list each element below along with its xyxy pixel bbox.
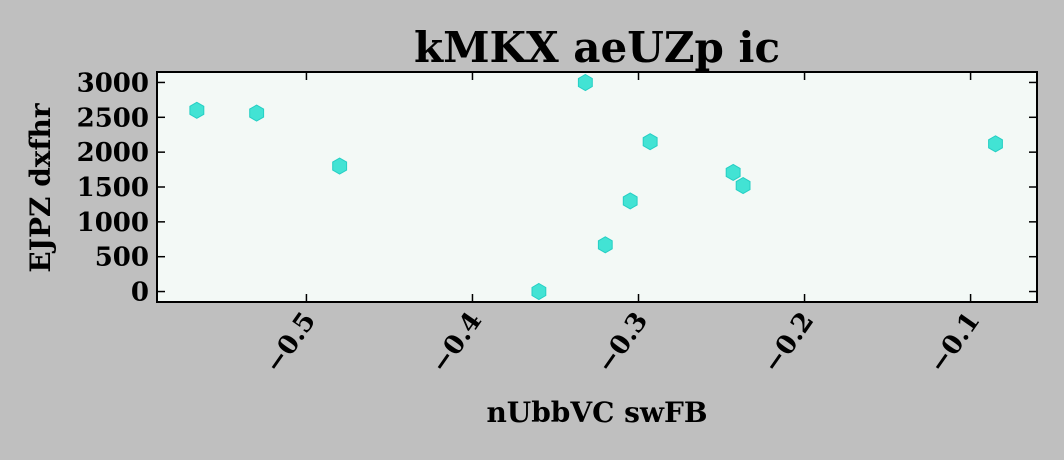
- data-point: [642, 133, 658, 151]
- data-point: [622, 192, 638, 210]
- x-tick-label: −0.4: [425, 307, 488, 379]
- data-points: [189, 73, 1003, 301]
- plot-area: [156, 71, 1038, 303]
- y-tick-label: 500: [95, 243, 149, 273]
- y-tick-label: 1000: [77, 208, 149, 238]
- y-tick-label: 2500: [77, 103, 149, 133]
- data-point: [332, 157, 348, 175]
- y-tick-label: 3000: [77, 68, 149, 98]
- data-point: [577, 73, 593, 92]
- data-point: [189, 101, 205, 119]
- y-tick-label: 2000: [77, 138, 149, 168]
- data-point: [988, 135, 1003, 153]
- x-tick-label: −0.1: [923, 307, 986, 379]
- data-point: [249, 104, 265, 122]
- chart-title: kMKX aeUZp ic: [414, 23, 780, 72]
- data-point: [531, 282, 547, 301]
- x-tick-label: −0.2: [757, 307, 820, 379]
- x-axis-label: nUbbVC swFB: [486, 396, 707, 429]
- y-axis-label: EJPZ dxfhr: [24, 102, 57, 273]
- x-tick-label: −0.3: [591, 307, 654, 379]
- y-axis-ticks: 0 500 1000 1500 2000 2500 3000: [77, 68, 1037, 308]
- x-tick-label: −0.5: [259, 307, 322, 379]
- data-point: [725, 163, 741, 181]
- data-point: [597, 236, 613, 254]
- y-tick-label: 0: [131, 278, 149, 308]
- data-point: [735, 177, 751, 195]
- y-tick-label: 1500: [77, 173, 149, 203]
